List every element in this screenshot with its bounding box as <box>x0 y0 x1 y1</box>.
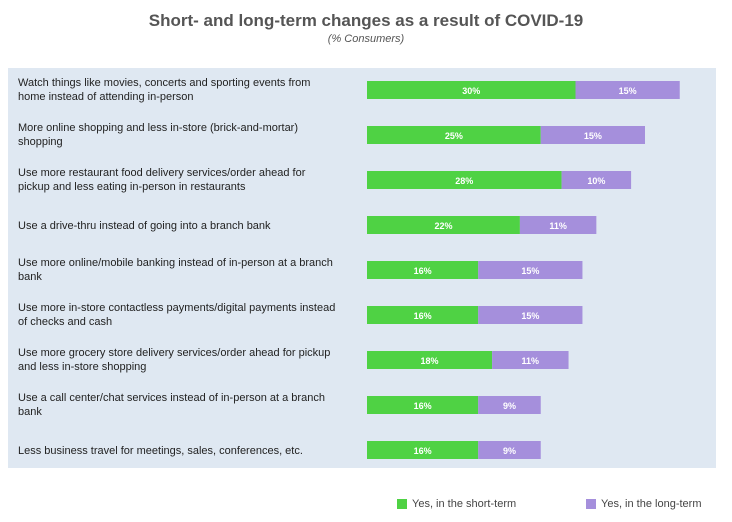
bar-short-term <box>367 441 479 459</box>
category-label: Use more in-store contactless payments/d… <box>18 302 335 328</box>
data-label-long-term: 15% <box>584 131 602 141</box>
data-label-long-term: 11% <box>522 356 540 366</box>
data-label-long-term: 9% <box>503 401 516 411</box>
data-label-long-term: 9% <box>503 446 516 456</box>
chart-title: Short- and long-term changes as a result… <box>148 11 584 30</box>
data-label-short-term: 16% <box>414 266 432 276</box>
data-label-short-term: 16% <box>414 311 432 321</box>
bar-long-term <box>561 171 632 189</box>
category-label: Use more online/mobile banking instead o… <box>18 257 333 283</box>
category-label: More online shopping and less in-store (… <box>18 122 298 148</box>
legend-label-short-term: Yes, in the short-term <box>412 498 517 510</box>
bar-chart: Watch things like movies, concerts and s… <box>18 77 680 459</box>
legend-item-short-term: Yes, in the short-term <box>397 498 516 510</box>
bar-short-term <box>367 351 493 369</box>
bar-short-term <box>367 126 541 144</box>
data-label-short-term: 30% <box>462 86 480 96</box>
bar-long-term <box>478 396 541 414</box>
category-label: Watch things like movies, concerts and s… <box>18 77 310 103</box>
data-label-long-term: 15% <box>521 266 539 276</box>
bar-short-term <box>367 81 576 99</box>
category-label: Use more grocery store delivery services… <box>18 347 330 373</box>
category-label: Use a call center/chat services instead … <box>18 392 325 418</box>
bar-short-term <box>367 261 479 279</box>
bar-long-term <box>540 126 645 144</box>
data-label-long-term: 10% <box>587 176 605 186</box>
bar-short-term <box>367 396 479 414</box>
bar-long-term <box>478 306 583 324</box>
category-label: Use a drive-thru instead of going into a… <box>18 220 271 232</box>
data-label-short-term: 18% <box>421 356 439 366</box>
data-label-short-term: 16% <box>414 446 432 456</box>
bar-short-term <box>367 306 479 324</box>
legend-label-long-term: Yes, in the long-term <box>601 498 702 510</box>
bar-long-term <box>478 441 541 459</box>
bar-short-term <box>367 216 520 234</box>
data-label-long-term: 15% <box>521 311 539 321</box>
bar-long-term <box>492 351 569 369</box>
data-label-short-term: 28% <box>455 176 473 186</box>
data-label-long-term: 15% <box>619 86 637 96</box>
bar-short-term <box>367 171 562 189</box>
category-label: Use more restaurant food delivery servic… <box>18 167 306 193</box>
data-label-short-term: 25% <box>445 131 463 141</box>
legend-swatch-long-term <box>586 499 596 509</box>
data-label-long-term: 11% <box>549 221 567 231</box>
data-label-short-term: 22% <box>434 221 452 231</box>
bar-long-term <box>519 216 597 234</box>
bar-long-term <box>575 81 680 99</box>
legend-item-long-term: Yes, in the long-term <box>586 498 701 510</box>
legend-swatch-short-term <box>397 499 407 509</box>
chart-subtitle: (% Consumers) <box>327 33 405 45</box>
data-label-short-term: 16% <box>414 401 432 411</box>
bar-long-term <box>478 261 583 279</box>
category-label: Less business travel for meetings, sales… <box>18 445 303 457</box>
